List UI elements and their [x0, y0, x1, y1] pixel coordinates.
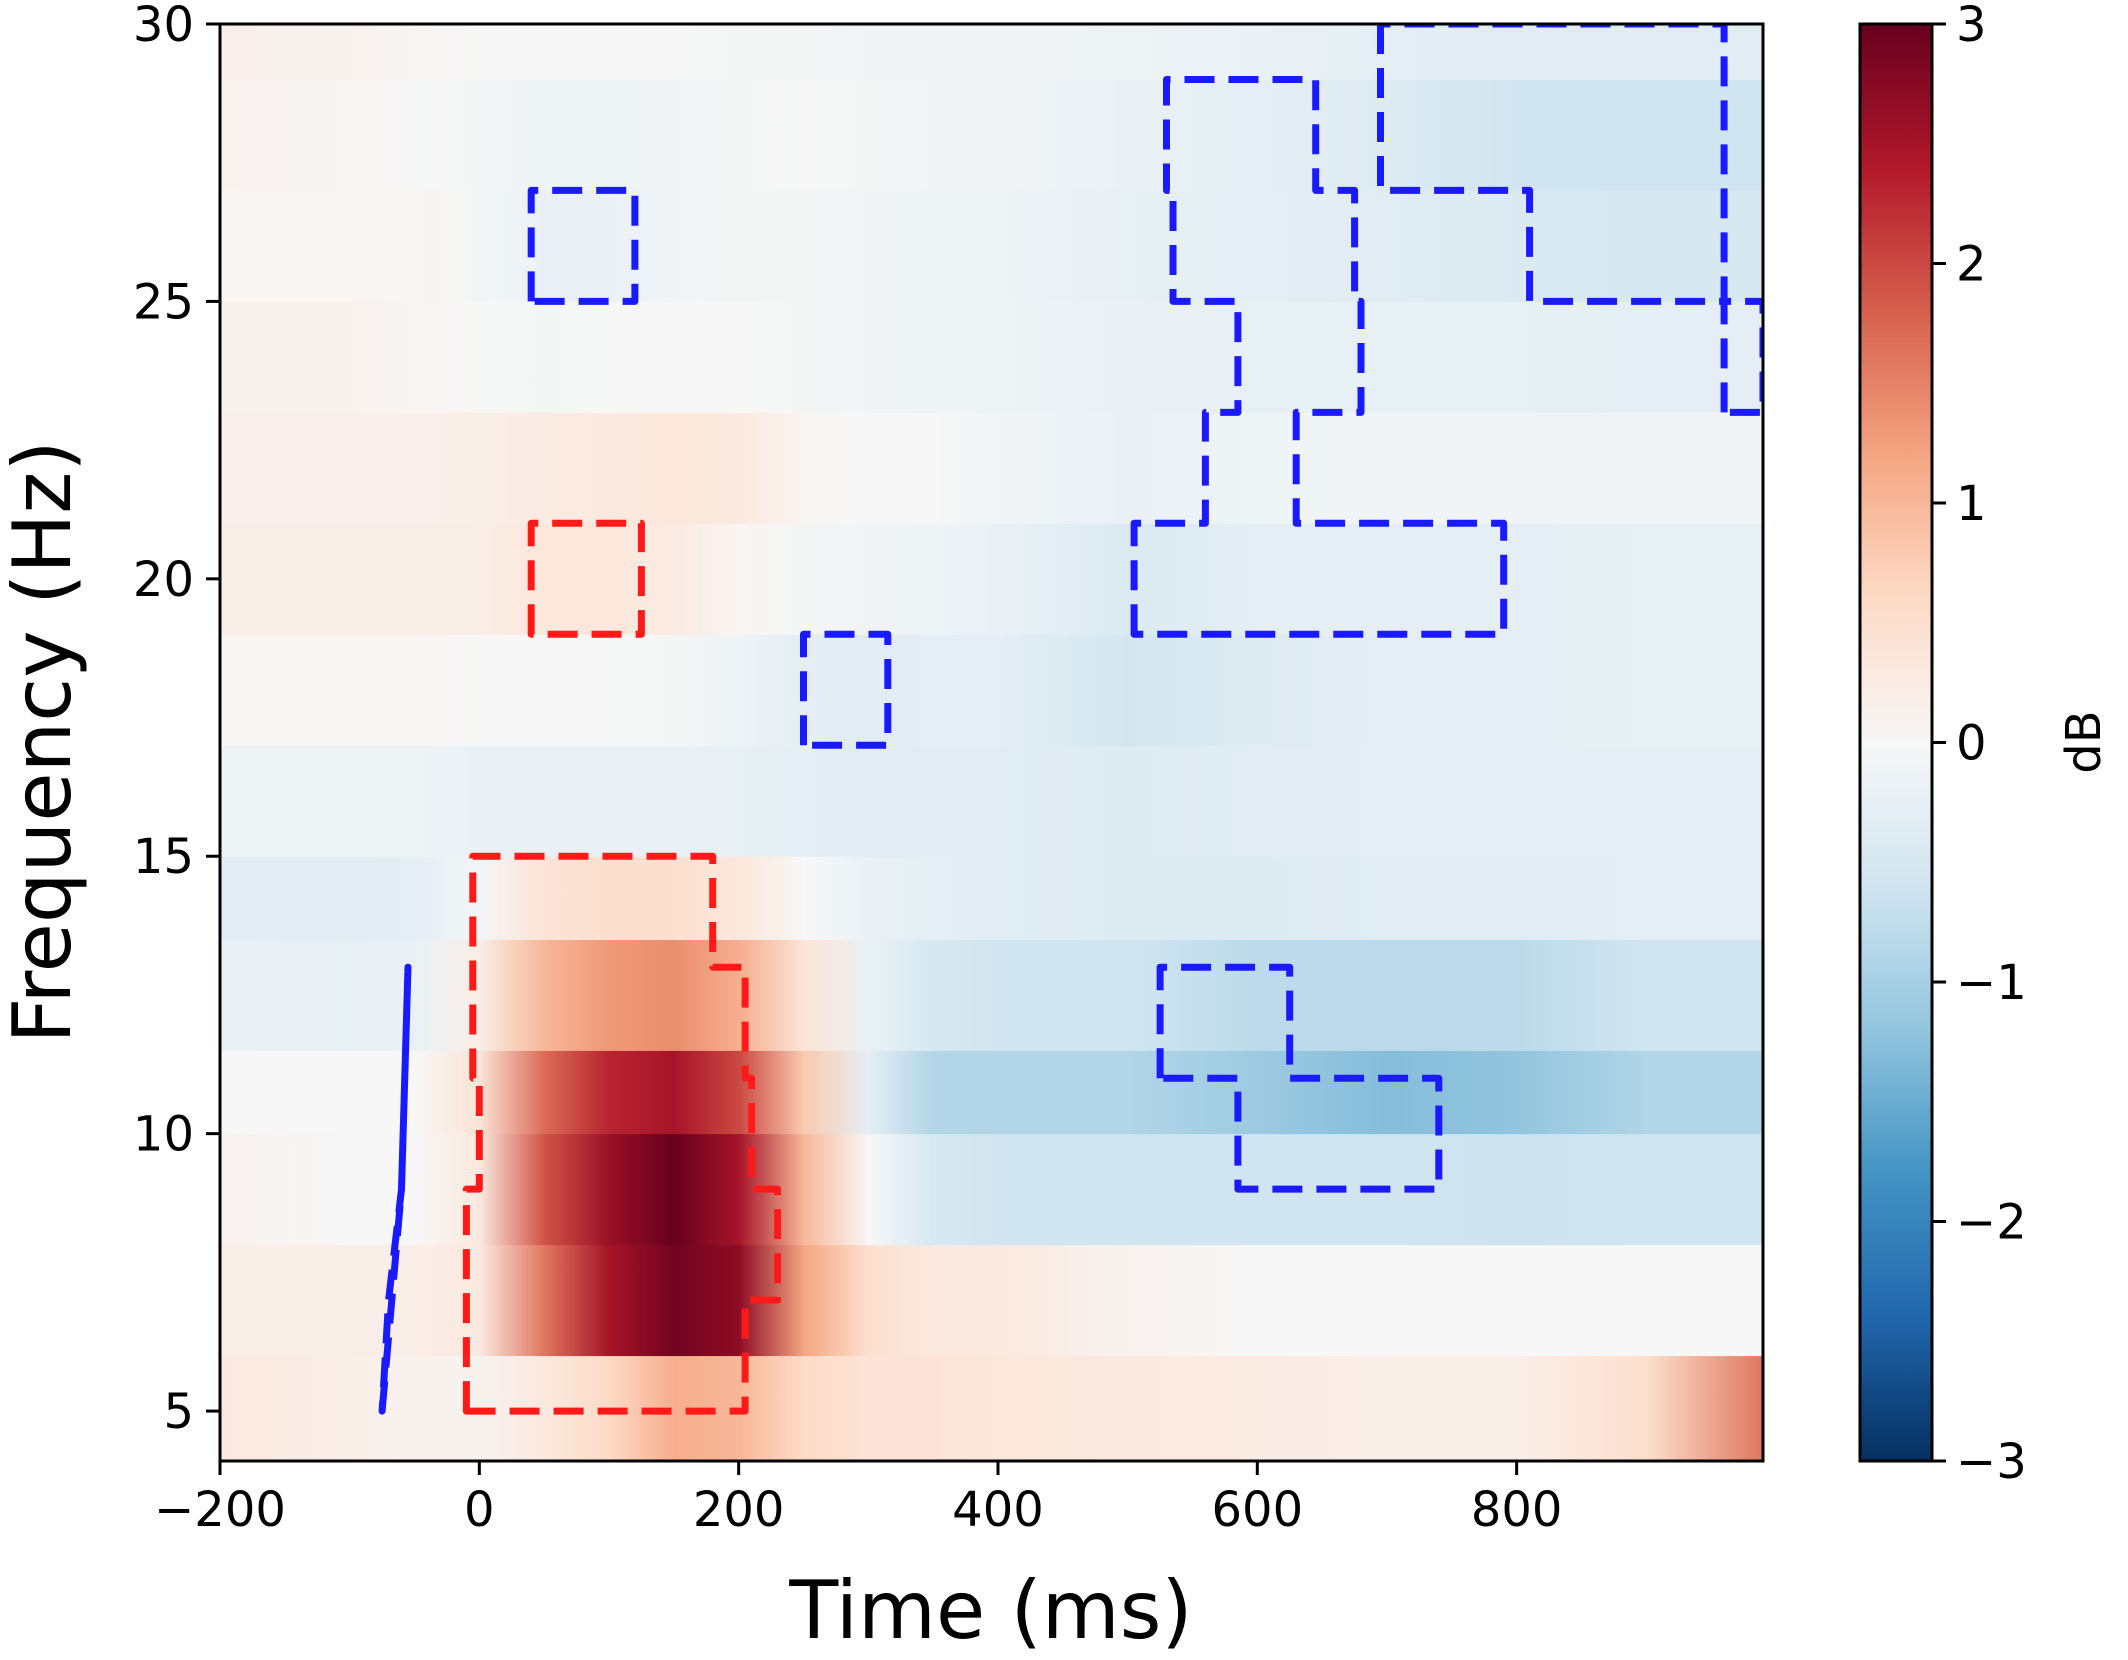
- significance-contours: [378, 24, 1763, 1415]
- x-axis-title: Time (ms): [788, 1564, 1192, 1657]
- heatmap-band: [220, 745, 1763, 857]
- x-tick-label: 600: [1211, 1482, 1303, 1538]
- significance-contour: [1720, 297, 1763, 416]
- heatmap-band: [220, 301, 1763, 413]
- x-tick-label: −200: [154, 1482, 286, 1538]
- y-tick-label: 25: [133, 274, 194, 330]
- heatmap-band: [220, 634, 1763, 746]
- y-axis: 5 10 15 20 25 30: [133, 0, 220, 1440]
- plot-frame: [218, 22, 1765, 1463]
- significance-contour: [378, 963, 412, 1415]
- x-axis: −200 0 200 400 600 800: [154, 1461, 1562, 1538]
- colorbar-tick-label: 2: [1956, 237, 1987, 293]
- y-axis-title: Frequency (Hz): [0, 440, 89, 1043]
- heatmap-band: [220, 24, 1763, 80]
- colorbar-tick-label: 0: [1956, 716, 1987, 772]
- x-tick-label: 800: [1471, 1482, 1563, 1538]
- heatmap-band: [220, 1050, 1763, 1135]
- x-tick-label: 400: [952, 1482, 1044, 1538]
- x-tick-label: 0: [464, 1482, 495, 1538]
- colorbar-title: dB: [2056, 710, 2112, 773]
- heatmap-band: [220, 939, 1763, 1051]
- y-tick-label: 10: [133, 1107, 194, 1163]
- y-tick-label: 15: [133, 829, 194, 885]
- heatmap-band: [220, 79, 1763, 191]
- significance-contour: [527, 519, 645, 638]
- colorbar-tick-label: 1: [1956, 476, 1987, 532]
- heatmap: [220, 24, 1763, 1461]
- significance-contour: [800, 630, 892, 749]
- colorbar-tick-label: −2: [1956, 1195, 2027, 1251]
- y-tick-label: 20: [133, 552, 194, 608]
- heatmap-band: [220, 1244, 1763, 1357]
- colorbar-tick-label: −1: [1956, 955, 2027, 1011]
- x-tick-label: 200: [693, 1482, 785, 1538]
- y-tick-label: 30: [133, 0, 194, 53]
- colorbar: −3 −2 −1 0 1 2 3 dB: [1858, 0, 2112, 1490]
- significance-contour: [527, 186, 639, 305]
- colorbar-tick-label: 3: [1956, 0, 1987, 53]
- y-tick-label: 5: [163, 1384, 194, 1440]
- heatmap-band: [220, 412, 1763, 524]
- significance-contour: [1156, 963, 1443, 1193]
- heatmap-band: [220, 1355, 1763, 1461]
- significance-contour: [462, 852, 782, 1415]
- colorbar-ticks: −3 −2 −1 0 1 2 3: [1932, 0, 2027, 1490]
- heatmap-band: [220, 523, 1763, 635]
- colorbar-tick-label: −3: [1956, 1434, 2027, 1490]
- heatmap-band: [220, 856, 1763, 940]
- heatmap-band: [220, 1133, 1763, 1246]
- colorbar-fill: [1860, 24, 1932, 1461]
- heatmap-band: [220, 190, 1763, 302]
- plot-area: [218, 22, 1765, 1463]
